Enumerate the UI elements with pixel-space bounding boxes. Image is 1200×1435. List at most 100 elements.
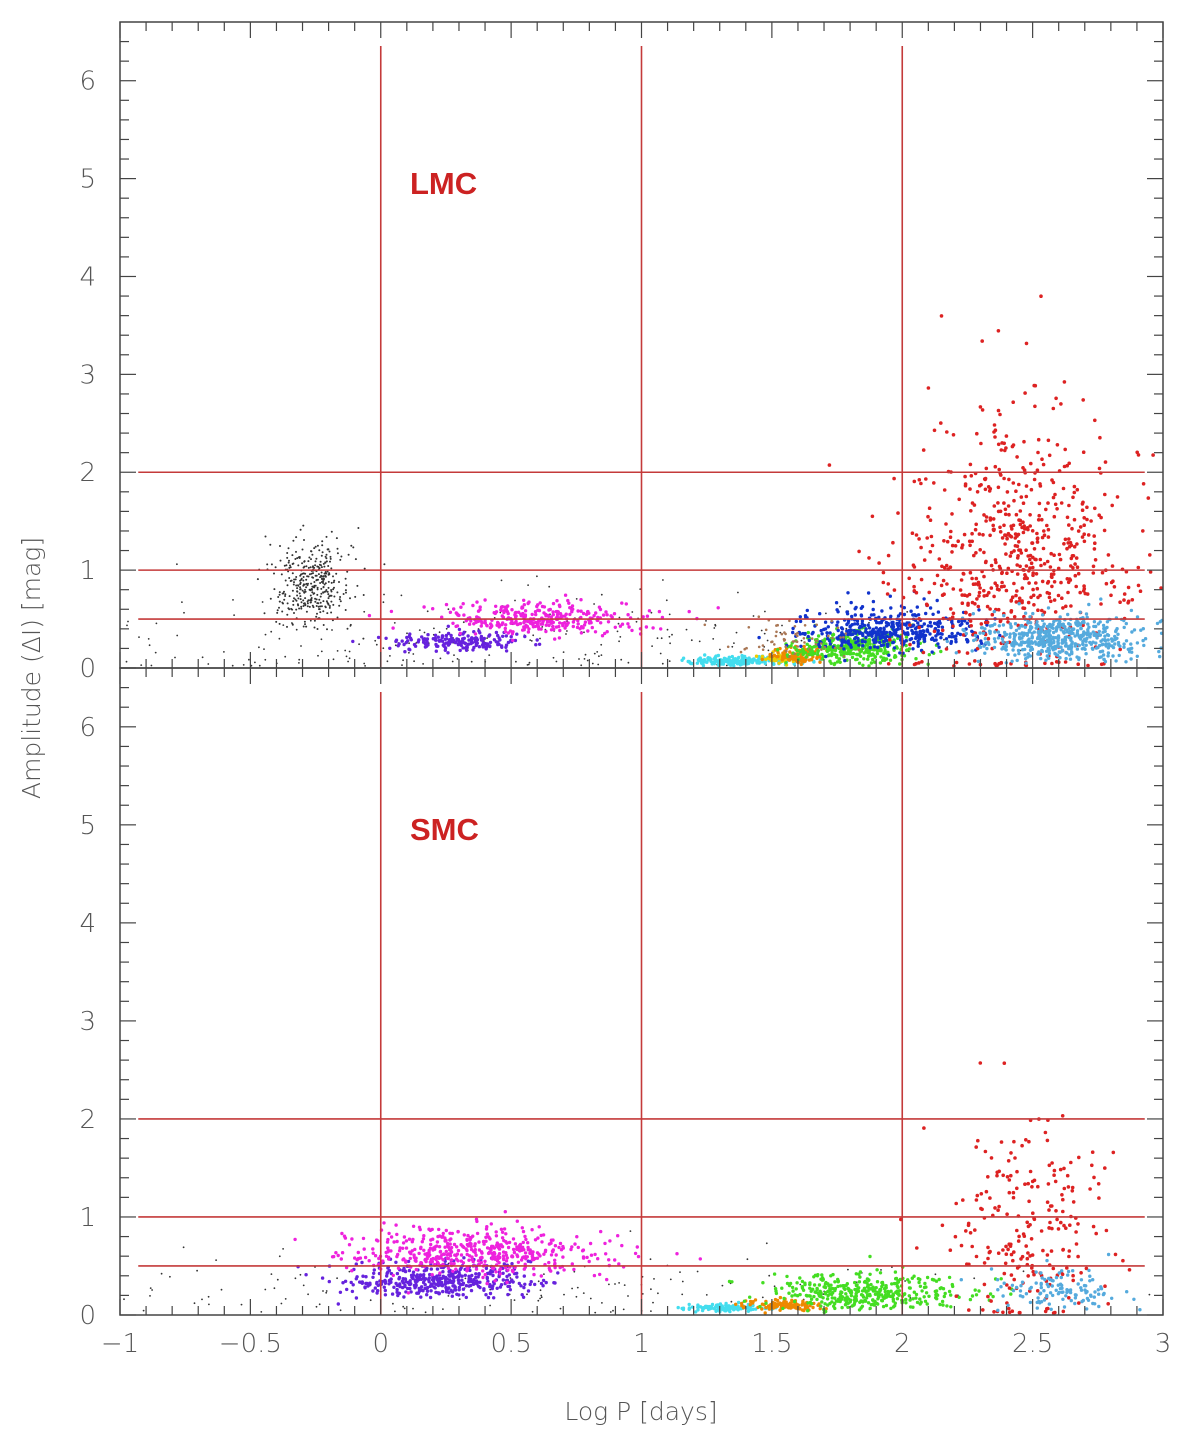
data-point (575, 1235, 579, 1239)
data-point (912, 589, 917, 593)
data-point (315, 615, 318, 618)
data-point (760, 654, 765, 659)
data-point (784, 1304, 789, 1309)
data-point (400, 639, 404, 643)
data-point (596, 651, 599, 653)
data-point (790, 655, 794, 660)
data-point (551, 613, 555, 617)
data-point (1082, 516, 1086, 520)
data-point (977, 594, 981, 598)
data-point (264, 1288, 267, 1291)
data-point (1000, 571, 1004, 576)
data-point (314, 597, 317, 600)
data-point (401, 1246, 405, 1251)
data-point (408, 642, 410, 645)
data-point (1009, 625, 1013, 630)
data-point (372, 1271, 376, 1276)
data-point (730, 1300, 733, 1303)
data-point (459, 643, 463, 647)
data-point (260, 1311, 263, 1313)
data-point (787, 658, 792, 662)
data-point (973, 1277, 976, 1280)
data-point (937, 645, 941, 649)
data-point (356, 1250, 360, 1255)
data-point (881, 580, 886, 585)
data-point (1136, 583, 1141, 588)
data-point (831, 633, 835, 637)
data-point (1082, 631, 1087, 635)
data-point (970, 649, 974, 653)
data-point (444, 602, 449, 607)
data-point (459, 1253, 464, 1257)
data-point (728, 1309, 732, 1314)
data-point (839, 653, 843, 657)
data-point (539, 622, 543, 626)
data-point (866, 623, 870, 627)
data-point (274, 566, 277, 569)
data-point (761, 648, 765, 651)
data-point (604, 610, 608, 614)
data-point (1019, 551, 1024, 555)
data-point (940, 564, 944, 569)
data-point (328, 605, 331, 607)
data-point (994, 663, 998, 668)
data-point (816, 652, 820, 657)
data-point (1030, 529, 1035, 533)
data-point (315, 605, 318, 607)
data-point (1110, 564, 1115, 568)
data-point (1010, 444, 1015, 449)
data-point (1026, 652, 1031, 656)
data-point (879, 655, 883, 659)
data-point (912, 584, 916, 589)
data-point (922, 597, 926, 601)
data-point (287, 547, 290, 550)
data-point (794, 619, 798, 624)
data-point (1148, 570, 1153, 574)
data-point (266, 563, 269, 566)
data-point (429, 1289, 433, 1293)
data-point (939, 636, 943, 640)
data-point (500, 579, 503, 582)
data-point (1082, 532, 1086, 536)
data-point (408, 636, 413, 640)
data-point (857, 661, 862, 665)
data-point (1099, 602, 1103, 606)
data-point (805, 642, 809, 646)
data-point (490, 1244, 494, 1249)
data-point (739, 650, 743, 654)
data-point (1075, 565, 1080, 569)
data-point (781, 651, 785, 655)
data-point (884, 630, 889, 635)
data-point (422, 1248, 426, 1253)
data-point (508, 629, 513, 633)
data-point (314, 545, 317, 548)
data-point (1090, 646, 1095, 650)
data-point (854, 635, 858, 640)
data-point (1074, 584, 1078, 589)
data-point (878, 640, 882, 645)
data-point (1092, 534, 1096, 538)
data-point (1038, 643, 1042, 647)
data-point (973, 527, 978, 532)
data-point (492, 1296, 496, 1300)
data-point (836, 644, 840, 648)
data-point (318, 549, 321, 552)
data-point (1029, 561, 1034, 565)
data-point (998, 619, 1003, 624)
data-point (600, 593, 603, 596)
data-point (293, 1237, 297, 1242)
data-point (932, 428, 937, 433)
data-point (1129, 657, 1133, 661)
data-point (564, 622, 568, 627)
data-point (968, 613, 972, 617)
data-point (1082, 539, 1087, 544)
data-point (560, 621, 565, 626)
data-point (302, 1284, 305, 1287)
data-point (826, 625, 830, 629)
data-point (322, 562, 325, 565)
data-point (1052, 580, 1057, 584)
data-point (832, 662, 836, 667)
data-point (1049, 599, 1053, 604)
data-point (288, 608, 291, 611)
data-point (965, 651, 970, 655)
